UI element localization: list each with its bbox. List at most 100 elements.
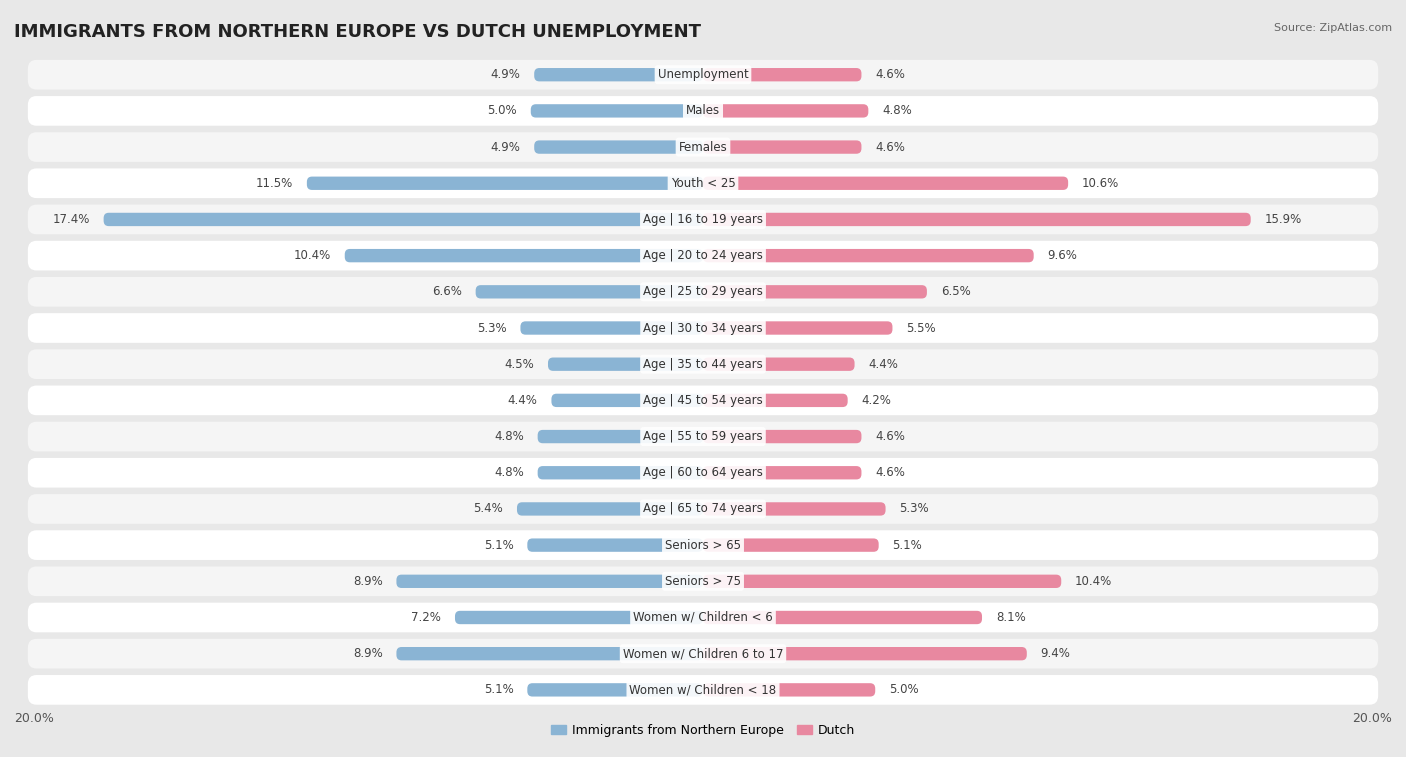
Text: 9.6%: 9.6% [1047,249,1077,262]
Text: 10.6%: 10.6% [1083,177,1119,190]
Text: 8.1%: 8.1% [995,611,1025,624]
Text: 20.0%: 20.0% [1353,712,1392,725]
Text: 11.5%: 11.5% [256,177,292,190]
Text: Age | 30 to 34 years: Age | 30 to 34 years [643,322,763,335]
FancyBboxPatch shape [703,213,1251,226]
Text: 5.1%: 5.1% [484,539,513,552]
Text: Unemployment: Unemployment [658,68,748,81]
FancyBboxPatch shape [703,611,981,625]
FancyBboxPatch shape [28,60,1378,89]
FancyBboxPatch shape [527,683,703,696]
Text: 5.3%: 5.3% [900,503,929,516]
FancyBboxPatch shape [28,96,1378,126]
FancyBboxPatch shape [703,176,1069,190]
Text: Women w/ Children < 6: Women w/ Children < 6 [633,611,773,624]
FancyBboxPatch shape [703,683,875,696]
Text: Age | 65 to 74 years: Age | 65 to 74 years [643,503,763,516]
FancyBboxPatch shape [28,132,1378,162]
Text: 4.6%: 4.6% [875,466,905,479]
Text: Age | 55 to 59 years: Age | 55 to 59 years [643,430,763,443]
Text: Age | 20 to 24 years: Age | 20 to 24 years [643,249,763,262]
FancyBboxPatch shape [537,466,703,479]
FancyBboxPatch shape [344,249,703,263]
FancyBboxPatch shape [28,639,1378,668]
FancyBboxPatch shape [28,385,1378,415]
FancyBboxPatch shape [28,458,1378,488]
Text: 5.1%: 5.1% [484,684,513,696]
Text: 17.4%: 17.4% [52,213,90,226]
FancyBboxPatch shape [28,313,1378,343]
FancyBboxPatch shape [703,538,879,552]
FancyBboxPatch shape [28,168,1378,198]
FancyBboxPatch shape [28,603,1378,632]
FancyBboxPatch shape [531,104,703,117]
FancyBboxPatch shape [28,531,1378,560]
Text: Women w/ Children < 18: Women w/ Children < 18 [630,684,776,696]
FancyBboxPatch shape [703,140,862,154]
Text: 4.9%: 4.9% [491,141,520,154]
FancyBboxPatch shape [396,647,703,660]
Text: Age | 45 to 54 years: Age | 45 to 54 years [643,394,763,407]
Text: 4.4%: 4.4% [869,358,898,371]
Text: 5.3%: 5.3% [477,322,506,335]
Text: Age | 16 to 19 years: Age | 16 to 19 years [643,213,763,226]
Text: 5.4%: 5.4% [474,503,503,516]
Text: Youth < 25: Youth < 25 [671,177,735,190]
FancyBboxPatch shape [104,213,703,226]
FancyBboxPatch shape [703,466,862,479]
Text: Males: Males [686,104,720,117]
FancyBboxPatch shape [520,321,703,335]
Text: 8.9%: 8.9% [353,575,382,587]
FancyBboxPatch shape [703,249,1033,263]
Text: Age | 25 to 29 years: Age | 25 to 29 years [643,285,763,298]
FancyBboxPatch shape [28,566,1378,597]
Text: Women w/ Children 6 to 17: Women w/ Children 6 to 17 [623,647,783,660]
FancyBboxPatch shape [28,675,1378,705]
Text: Females: Females [679,141,727,154]
FancyBboxPatch shape [703,285,927,298]
Text: 10.4%: 10.4% [1076,575,1112,587]
Text: 4.6%: 4.6% [875,430,905,443]
FancyBboxPatch shape [456,611,703,625]
FancyBboxPatch shape [28,422,1378,451]
Text: 4.6%: 4.6% [875,141,905,154]
FancyBboxPatch shape [28,350,1378,379]
Text: Seniors > 75: Seniors > 75 [665,575,741,587]
FancyBboxPatch shape [396,575,703,588]
FancyBboxPatch shape [703,394,848,407]
FancyBboxPatch shape [703,647,1026,660]
FancyBboxPatch shape [534,140,703,154]
Text: IMMIGRANTS FROM NORTHERN EUROPE VS DUTCH UNEMPLOYMENT: IMMIGRANTS FROM NORTHERN EUROPE VS DUTCH… [14,23,702,41]
Text: 6.6%: 6.6% [432,285,461,298]
Text: 4.9%: 4.9% [491,68,520,81]
Text: Seniors > 65: Seniors > 65 [665,539,741,552]
FancyBboxPatch shape [703,104,869,117]
FancyBboxPatch shape [703,575,1062,588]
FancyBboxPatch shape [537,430,703,444]
Text: 5.5%: 5.5% [907,322,936,335]
FancyBboxPatch shape [28,494,1378,524]
Text: 4.5%: 4.5% [505,358,534,371]
FancyBboxPatch shape [28,241,1378,270]
FancyBboxPatch shape [551,394,703,407]
FancyBboxPatch shape [307,176,703,190]
FancyBboxPatch shape [548,357,703,371]
FancyBboxPatch shape [703,357,855,371]
FancyBboxPatch shape [527,538,703,552]
Text: 10.4%: 10.4% [294,249,330,262]
Text: 9.4%: 9.4% [1040,647,1070,660]
Text: 4.8%: 4.8% [494,466,524,479]
FancyBboxPatch shape [534,68,703,82]
Text: 15.9%: 15.9% [1264,213,1302,226]
Text: 5.0%: 5.0% [488,104,517,117]
FancyBboxPatch shape [28,204,1378,234]
FancyBboxPatch shape [517,502,703,516]
Text: 7.2%: 7.2% [412,611,441,624]
Text: Age | 60 to 64 years: Age | 60 to 64 years [643,466,763,479]
FancyBboxPatch shape [475,285,703,298]
FancyBboxPatch shape [703,68,862,82]
Text: 4.8%: 4.8% [882,104,912,117]
Text: Source: ZipAtlas.com: Source: ZipAtlas.com [1274,23,1392,33]
Text: 4.6%: 4.6% [875,68,905,81]
FancyBboxPatch shape [703,502,886,516]
